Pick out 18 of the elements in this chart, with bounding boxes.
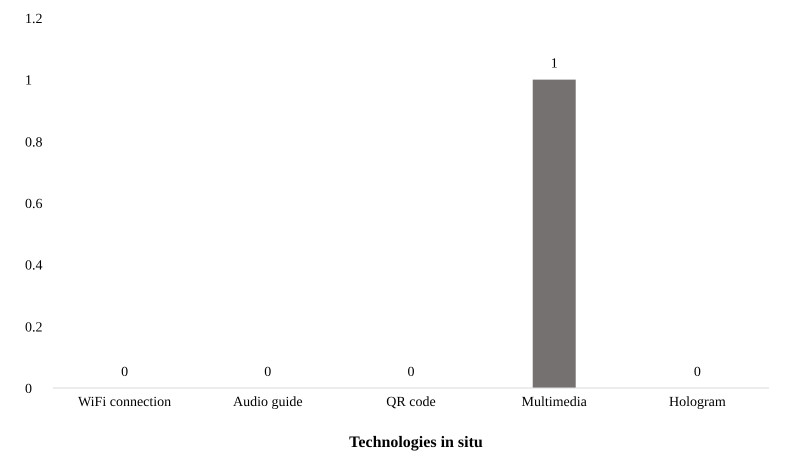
- y-tick-label: 1: [25, 74, 32, 89]
- x-tick-label: Audio guide: [232, 394, 303, 410]
- data-label: 0: [408, 365, 414, 380]
- data-label: 0: [121, 365, 128, 380]
- y-tick-label: 0.4: [25, 258, 42, 274]
- y-tick-label: 1.2: [25, 12, 42, 27]
- y-tick-label: 0: [25, 382, 32, 397]
- y-tick-label: 0.2: [25, 320, 42, 336]
- x-tick-label: QR code: [386, 394, 436, 410]
- text: Technologies in situ: [348, 434, 484, 452]
- data-label: 0: [694, 365, 701, 380]
- x-tick-label: Multimedia: [522, 394, 588, 410]
- x-tick-label: WiFi connection: [78, 394, 172, 410]
- y-tick-label: 0.6: [25, 196, 42, 212]
- y-tick-label: 0.8: [25, 135, 42, 150]
- data-label: 1: [550, 56, 558, 72]
- data-label: 0: [264, 365, 272, 380]
- x-tick-label: Hologram: [669, 394, 726, 410]
